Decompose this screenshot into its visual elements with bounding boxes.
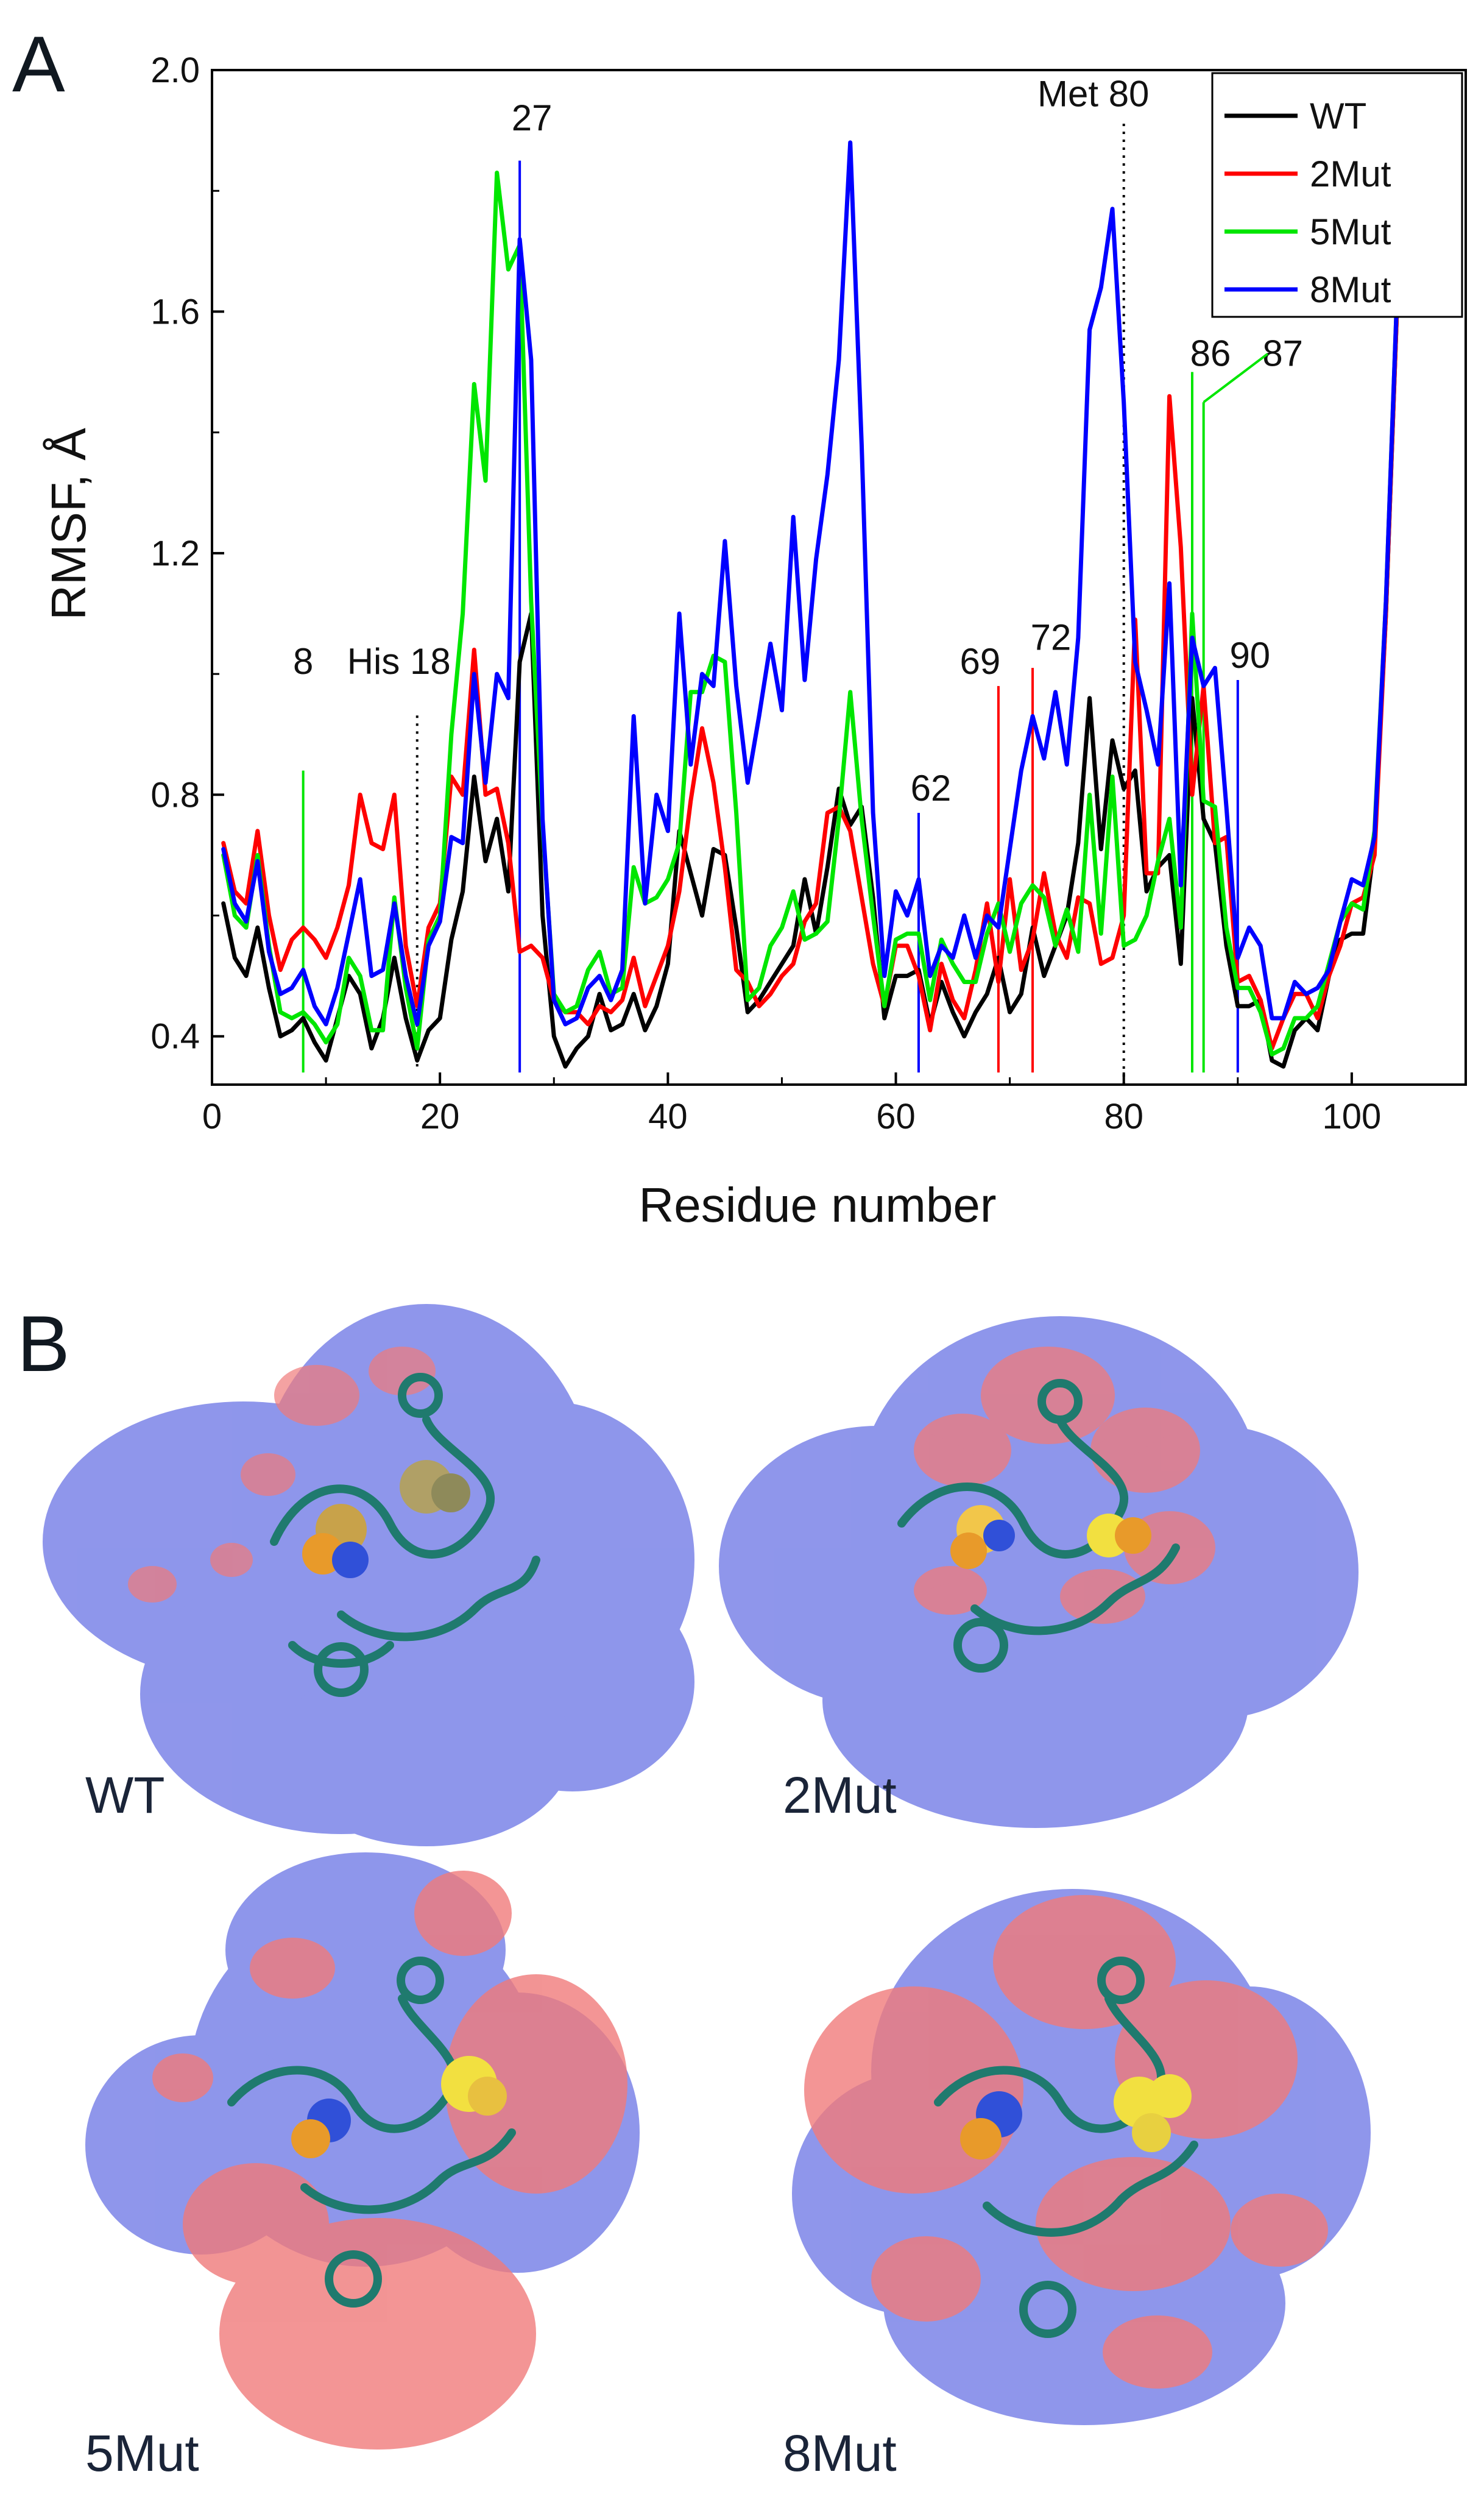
annotations: 8 27 62 69 72 86 87 90 His 18 Met 80 [293, 73, 1303, 809]
series-lines [221, 140, 1400, 1069]
panel-b-label: B [17, 1299, 70, 1388]
y-tick-label: 0.8 [150, 775, 200, 815]
x-tick-label: 60 [876, 1097, 916, 1136]
x-axis-ticks: 0 20 40 60 80 100 [202, 1072, 1467, 1136]
legend-label-wt: WT [1310, 96, 1366, 136]
positive-potential-surface [914, 1347, 1215, 1624]
marker-label-62: 62 [911, 768, 952, 809]
structure-5mut: 5Mut [85, 1852, 640, 2482]
y-tick-label: 1.2 [150, 534, 200, 573]
negative-potential-surface [43, 1304, 694, 1846]
y-tick-label: 2.0 [150, 51, 200, 90]
y-tick-label: 0.4 [150, 1017, 200, 1057]
heme-atom-spheres [291, 2056, 507, 2158]
marker-label-27: 27 [512, 97, 553, 138]
heme-atom-spheres [950, 1505, 1151, 1569]
protein-backbone [227, 1957, 516, 2308]
y-axis-title: RMSF, Å [41, 428, 96, 620]
structure-8mut: 8Mut [783, 1889, 1371, 2482]
heme-atom-spheres [302, 1460, 470, 1578]
structure-label-wt: WT [85, 1766, 165, 1824]
marker-label-72: 72 [1031, 617, 1072, 657]
structure-2mut: 2Mut [719, 1316, 1359, 1828]
series-line-2mut [221, 297, 1400, 1050]
x-axis-title: Residue number [639, 1178, 997, 1232]
x-tick-label: 20 [420, 1097, 460, 1136]
heme-atom-spheres [960, 2074, 1192, 2159]
legend: WT 2Mut 5Mut 8Mut [1211, 72, 1463, 318]
rmsf-chart: 0 20 40 60 80 100 0.4 0.8 1.2 1.6 2.0 8 27 62 69 72 86… [41, 51, 1467, 1232]
protein-backbone [934, 1957, 1198, 2338]
x-tick-label: 40 [648, 1097, 688, 1136]
marker-label-86: 86 [1190, 333, 1231, 374]
structure-label-2mut: 2Mut [783, 1766, 897, 1824]
legend-label-5mut: 5Mut [1310, 211, 1391, 252]
positive-potential-surface [128, 1347, 436, 1603]
protein-backbone [897, 1379, 1180, 1673]
marker-label-8: 8 [293, 641, 313, 682]
x-tick-label: 0 [202, 1097, 222, 1136]
reference-label-0: His 18 [347, 641, 451, 682]
x-tick-label: 80 [1104, 1097, 1143, 1136]
positive-potential-surface [152, 1871, 627, 2450]
structure-wt: WT [43, 1304, 694, 1846]
x-tick-label: 100 [1323, 1097, 1382, 1136]
legend-label-8mut: 8Mut [1310, 269, 1391, 310]
reference-label-1: Met 80 [1037, 73, 1149, 114]
plot-frame [211, 69, 1467, 1086]
panel-a-label: A [12, 19, 65, 108]
structure-label-8mut: 8Mut [783, 2425, 897, 2482]
marker-87-leader [1203, 353, 1268, 403]
series-line-8mut [221, 140, 1400, 1027]
marker-label-69: 69 [960, 641, 1001, 682]
structure-label-5mut: 5Mut [85, 2425, 199, 2482]
protein-backbone [270, 1373, 540, 1697]
y-axis-ticks: 0.4 0.8 1.2 1.6 2.0 [150, 51, 224, 1057]
marker-label-87: 87 [1262, 333, 1303, 374]
marker-label-90: 90 [1229, 635, 1270, 676]
legend-label-2mut: 2Mut [1310, 154, 1391, 194]
series-line-5mut [221, 171, 1400, 1057]
y-tick-label: 1.6 [150, 292, 200, 331]
